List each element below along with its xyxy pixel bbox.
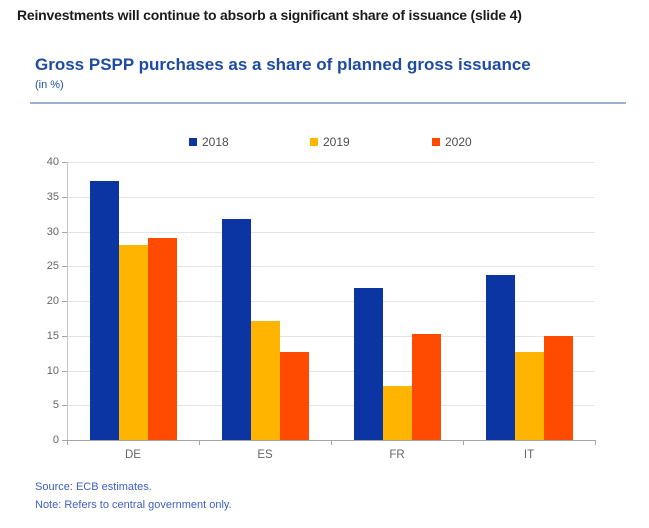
legend-label-2020: 2020 — [445, 135, 472, 149]
legend-item-2020: 2020 — [432, 134, 472, 150]
gridline-5 — [67, 405, 595, 407]
y-tick-10 — [62, 370, 67, 372]
legend-swatch-2019 — [310, 138, 318, 146]
y-tick-20 — [62, 301, 67, 302]
slide-title: Reinvestments will continue to absorb a … — [17, 7, 522, 23]
legend-item-2018: 2018 — [189, 134, 229, 150]
y-axis-label: 25 — [46, 260, 59, 273]
legend-swatch-2018 — [189, 138, 197, 146]
bar-2018-IT — [485, 274, 515, 440]
x-tick-2 — [331, 441, 332, 445]
y-tick-40 — [62, 162, 67, 163]
y-axis-label: 0 — [52, 434, 59, 446]
bar-2020-ES — [279, 352, 309, 440]
category-label-FR: FR — [389, 449, 405, 461]
bar-2018-DE — [89, 181, 119, 440]
chart-title: Gross PSPP purchases as a share of plann… — [35, 55, 531, 74]
title-divider — [30, 102, 626, 104]
bar-2018-ES — [221, 218, 251, 440]
legend-item-2019: 2019 — [310, 134, 350, 150]
x-tick-4 — [595, 441, 596, 445]
y-tick-35 — [62, 196, 67, 198]
bar-2020-DE — [147, 238, 177, 440]
gridline-10 — [67, 370, 595, 372]
gridline-40 — [67, 162, 595, 163]
bar-2019-FR — [382, 385, 412, 440]
y-axis-label: 35 — [46, 190, 59, 203]
bar-2019-IT — [514, 351, 544, 440]
category-label-DE: DE — [125, 449, 141, 461]
y-axis-label: 15 — [46, 329, 59, 342]
gridline-35 — [67, 196, 595, 198]
category-label-ES: ES — [257, 449, 273, 461]
x-tick-0 — [67, 441, 68, 445]
y-axis-label: 30 — [46, 225, 59, 238]
y-axis-label: 40 — [46, 156, 59, 168]
gridline-25 — [67, 266, 595, 268]
gridline-30 — [67, 231, 595, 233]
x-tick-1 — [199, 441, 200, 445]
source-note: Source: ECB estimates. — [35, 481, 152, 493]
y-tick-15 — [62, 335, 67, 337]
y-axis-label: 20 — [46, 295, 59, 307]
category-label-IT: IT — [523, 449, 535, 461]
legend-swatch-2020 — [432, 138, 440, 146]
chart-unit-label: (in %) — [35, 79, 64, 91]
legend-label-2019: 2019 — [323, 135, 350, 149]
x-tick-3 — [463, 441, 464, 445]
chart-legend: 2018 2019 2020 — [0, 134, 649, 152]
y-axis-label: 10 — [46, 364, 59, 377]
y-tick-5 — [62, 405, 67, 407]
bar-chart-plot: 0 5 10 15 20 25 30 35 40 DE ES FR IT — [47, 156, 596, 461]
y-axis-label: 5 — [52, 399, 59, 412]
legend-label-2018: 2018 — [202, 135, 229, 149]
y-axis-line — [67, 162, 68, 440]
y-tick-30 — [62, 231, 67, 233]
footnote: Note: Refers to central government only. — [35, 499, 232, 511]
bar-2019-DE — [118, 245, 148, 440]
bar-2020-FR — [411, 334, 441, 440]
bar-2019-ES — [250, 321, 280, 440]
x-axis-line — [62, 440, 596, 441]
bar-2020-IT — [543, 335, 573, 440]
gridline-15 — [67, 335, 595, 337]
gridline-20 — [67, 301, 595, 302]
bar-2018-FR — [353, 287, 383, 440]
y-tick-25 — [62, 266, 67, 268]
